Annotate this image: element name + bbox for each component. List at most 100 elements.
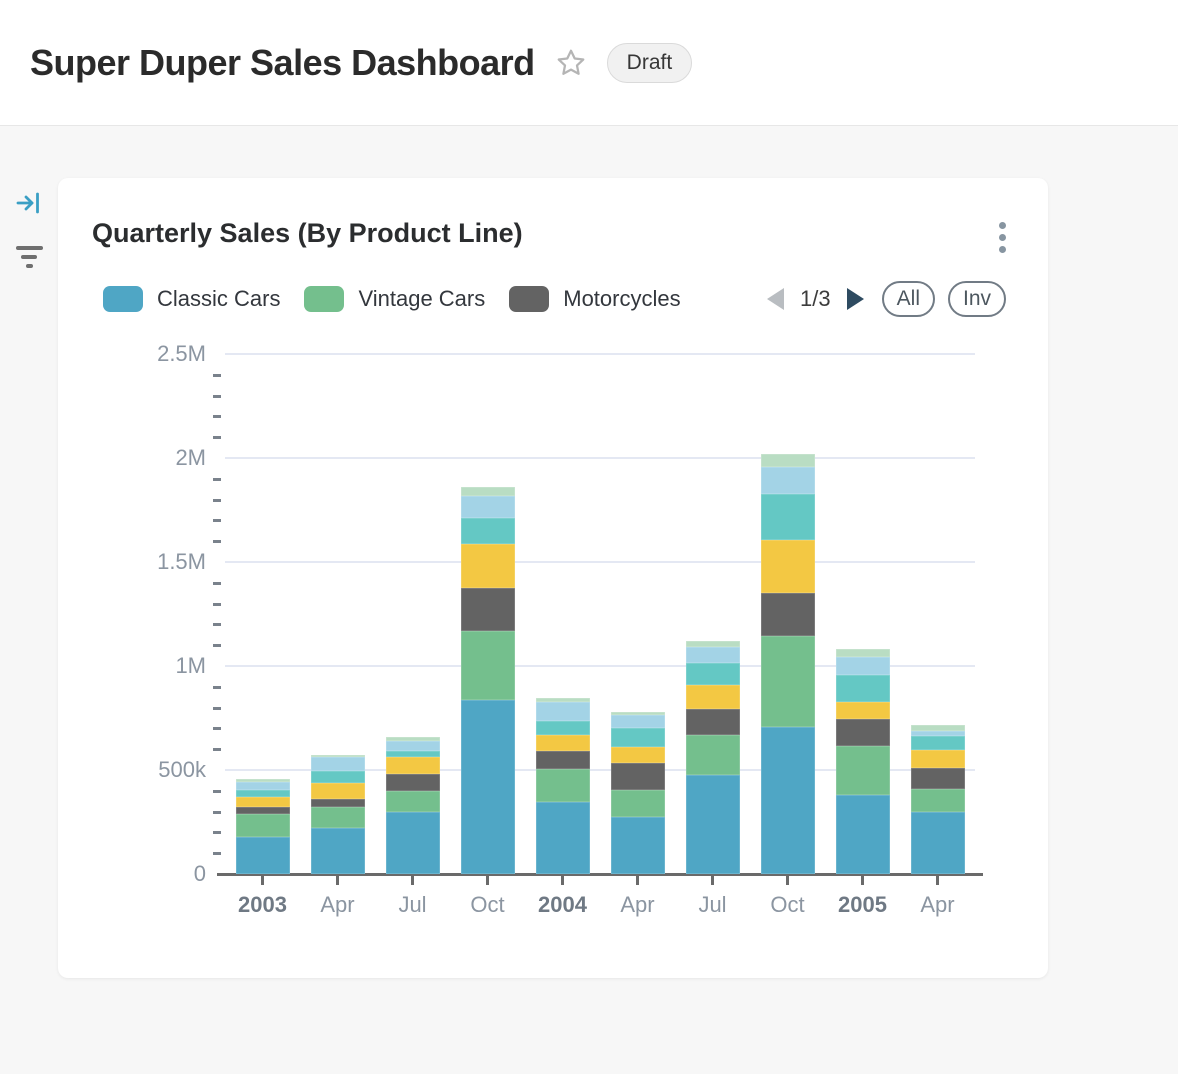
bar-segment[interactable] bbox=[310, 798, 365, 807]
bar-segment[interactable] bbox=[235, 797, 290, 808]
bar-segment[interactable] bbox=[385, 750, 440, 758]
bar-segment[interactable] bbox=[760, 454, 815, 468]
stacked-bar[interactable] bbox=[835, 649, 890, 874]
bar-segment[interactable] bbox=[910, 812, 965, 874]
bar-segment[interactable] bbox=[385, 812, 440, 874]
bar-segment[interactable] bbox=[610, 728, 665, 747]
bar-segment[interactable] bbox=[460, 630, 515, 700]
stacked-bar[interactable] bbox=[460, 486, 515, 874]
bar-segment[interactable] bbox=[535, 702, 590, 722]
bar-segment[interactable] bbox=[610, 817, 665, 874]
legend-inv-button[interactable]: Inv bbox=[947, 281, 1006, 317]
bar-segment[interactable] bbox=[835, 794, 890, 874]
bar-segment[interactable] bbox=[685, 641, 740, 648]
bar-segment[interactable] bbox=[310, 828, 365, 874]
bar-segment[interactable] bbox=[235, 807, 290, 815]
legend-item-vintage-cars[interactable]: Vintage Cars bbox=[304, 286, 485, 312]
bar-segment[interactable] bbox=[910, 749, 965, 769]
bar-segment[interactable] bbox=[835, 701, 890, 720]
bar-segment[interactable] bbox=[910, 788, 965, 813]
bar-segment[interactable] bbox=[310, 754, 365, 757]
bar-segment[interactable] bbox=[760, 493, 815, 541]
bar-segment[interactable] bbox=[610, 711, 665, 715]
bar-segment[interactable] bbox=[835, 656, 890, 675]
x-axis-label-oct-7: Oct bbox=[770, 892, 805, 917]
legend-prev-icon[interactable] bbox=[767, 288, 785, 310]
stacked-bar[interactable] bbox=[760, 454, 815, 874]
bar-segment[interactable] bbox=[760, 467, 815, 494]
bar-segment[interactable] bbox=[235, 814, 290, 837]
bar-segment[interactable] bbox=[685, 647, 740, 664]
bar-segment[interactable] bbox=[385, 790, 440, 813]
bar-segment[interactable] bbox=[460, 518, 515, 545]
bar-segment[interactable] bbox=[685, 734, 740, 775]
bar-segment[interactable] bbox=[385, 741, 440, 751]
bar-segment[interactable] bbox=[460, 544, 515, 589]
bar-segment[interactable] bbox=[610, 763, 665, 791]
bar-segment[interactable] bbox=[685, 663, 740, 685]
stacked-bar[interactable] bbox=[910, 725, 965, 874]
bar-segment[interactable] bbox=[835, 746, 890, 795]
bar-segment[interactable] bbox=[610, 790, 665, 818]
kebab-menu-icon[interactable] bbox=[995, 218, 1010, 257]
page-title: Super Duper Sales Dashboard bbox=[30, 41, 535, 83]
legend-next-icon[interactable] bbox=[846, 288, 864, 310]
bar-segment[interactable] bbox=[460, 588, 515, 631]
expand-panel-icon[interactable] bbox=[14, 188, 44, 218]
bar-segment[interactable] bbox=[835, 674, 890, 702]
bar-segment[interactable] bbox=[535, 734, 590, 752]
bar-segment[interactable] bbox=[610, 714, 665, 729]
legend-swatch bbox=[304, 286, 345, 312]
bar-segment[interactable] bbox=[835, 719, 890, 747]
stacked-bar[interactable] bbox=[310, 754, 365, 874]
bar-segment[interactable] bbox=[910, 736, 965, 750]
bar-segment[interactable] bbox=[235, 779, 290, 782]
bar-segment[interactable] bbox=[310, 806, 365, 828]
bar-segment[interactable] bbox=[535, 751, 590, 769]
bar-segment[interactable] bbox=[685, 775, 740, 874]
bar-segment[interactable] bbox=[685, 709, 740, 735]
bar-segment[interactable] bbox=[910, 725, 965, 731]
bar-segment[interactable] bbox=[310, 770, 365, 784]
bar-segment[interactable] bbox=[235, 836, 290, 874]
bar-column-oct-3 bbox=[450, 354, 525, 874]
stacked-bar[interactable] bbox=[685, 641, 740, 874]
bar-segment[interactable] bbox=[535, 721, 590, 735]
bar-segment[interactable] bbox=[835, 649, 890, 657]
stacked-bar[interactable] bbox=[235, 779, 290, 874]
bar-segment[interactable] bbox=[760, 727, 815, 874]
bar-segment[interactable] bbox=[910, 730, 965, 737]
filter-icon[interactable] bbox=[15, 246, 43, 268]
bar-segment[interactable] bbox=[460, 486, 515, 496]
bar-segment[interactable] bbox=[535, 698, 590, 703]
bar-segment[interactable] bbox=[385, 737, 440, 742]
legend-item-classic-cars[interactable]: Classic Cars bbox=[103, 286, 280, 312]
bar-segment[interactable] bbox=[910, 768, 965, 789]
stacked-bar[interactable] bbox=[385, 737, 440, 874]
legend-item-motorcycles[interactable]: Motorcycles bbox=[509, 286, 681, 312]
bar-segment[interactable] bbox=[235, 789, 290, 798]
bar-segment[interactable] bbox=[460, 699, 515, 874]
bar-segment[interactable] bbox=[685, 684, 740, 710]
bar-segment[interactable] bbox=[235, 781, 290, 790]
bar-segment[interactable] bbox=[760, 593, 815, 636]
y-axis-label-500k: 500k bbox=[158, 757, 206, 782]
bar-segment[interactable] bbox=[460, 495, 515, 519]
bar-segment[interactable] bbox=[535, 802, 590, 874]
bar-segment[interactable] bbox=[610, 746, 665, 764]
legend-all-button[interactable]: All bbox=[881, 281, 935, 317]
bar-segment[interactable] bbox=[760, 635, 815, 728]
bar-segment[interactable] bbox=[385, 757, 440, 775]
favorite-star-icon[interactable] bbox=[555, 47, 587, 79]
bar-segment[interactable] bbox=[310, 756, 365, 771]
stacked-bar[interactable] bbox=[610, 711, 665, 874]
bar-segment[interactable] bbox=[535, 768, 590, 803]
bar-segment[interactable] bbox=[760, 540, 815, 594]
bar-segment[interactable] bbox=[385, 774, 440, 791]
bar-segment[interactable] bbox=[310, 783, 365, 799]
stacked-bar[interactable] bbox=[535, 698, 590, 874]
legend-items: Classic Cars Vintage Cars Motorcycles bbox=[103, 286, 705, 312]
y-axis-minor-tick bbox=[213, 706, 221, 710]
bar-column-jul-2 bbox=[375, 354, 450, 874]
chart-card: Quarterly Sales (By Product Line) Classi… bbox=[58, 178, 1048, 978]
